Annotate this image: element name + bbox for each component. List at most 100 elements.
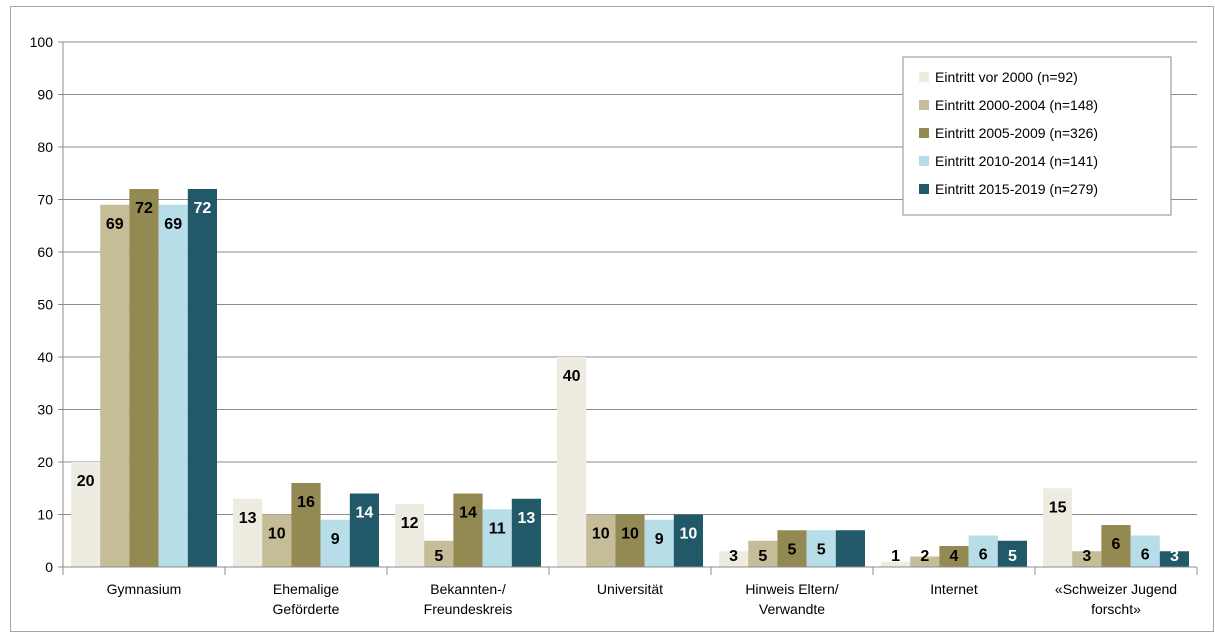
y-tick-label: 50 (37, 297, 53, 313)
category-label: Geförderte (273, 601, 340, 617)
data-label: 1 (891, 548, 900, 565)
y-tick-label: 20 (37, 454, 53, 470)
data-label: 6 (1112, 536, 1121, 553)
category-label: Gymnasium (107, 581, 182, 597)
y-tick-label: 80 (37, 139, 53, 155)
data-label: 5 (817, 541, 826, 558)
bar (395, 504, 425, 567)
data-label: 72 (194, 200, 212, 217)
data-label: 3 (729, 548, 738, 565)
bar (1072, 551, 1102, 567)
bar (129, 189, 159, 567)
bar (673, 514, 703, 567)
data-label: 20 (77, 473, 95, 490)
data-label: 10 (621, 526, 639, 543)
bar (910, 556, 940, 567)
legend-box (902, 56, 1172, 216)
bar (100, 204, 130, 567)
legend-swatch (919, 72, 929, 82)
bar (557, 357, 587, 567)
category-label: Freundeskreis (424, 601, 513, 617)
bar (158, 204, 188, 567)
data-label: 40 (563, 368, 581, 385)
y-tick-label: 90 (37, 87, 53, 103)
bar (349, 493, 379, 567)
legend-swatch (919, 128, 929, 138)
bar (424, 540, 454, 567)
bar (968, 535, 998, 567)
y-tick-label: 0 (45, 559, 53, 575)
data-label: 13 (518, 510, 536, 527)
bar (320, 519, 350, 567)
legend-label: Eintritt 2000-2004 (n=148) (935, 97, 1098, 113)
legend-swatch (919, 156, 929, 166)
legend-label: Eintritt 2015-2019 (n=279) (935, 181, 1098, 197)
data-label: 3 (1082, 548, 1091, 565)
category-label: Verwandte (759, 601, 825, 617)
data-label: 13 (239, 510, 257, 527)
data-label: 6 (1141, 547, 1150, 564)
bar (748, 540, 778, 567)
legend-label: Eintritt 2005-2009 (n=326) (935, 125, 1098, 141)
bar (1101, 525, 1131, 567)
data-label: 5 (758, 548, 767, 565)
bar (71, 462, 101, 567)
category-label: Universität (597, 581, 663, 597)
bar (939, 546, 969, 567)
bar (482, 509, 512, 567)
bar (719, 551, 749, 567)
data-label: 5 (788, 541, 797, 558)
x-axis: Gymnasium Ehemalige Geförderte Bekannten-/ F… (62, 566, 1198, 617)
data-label: 9 (655, 531, 664, 548)
legend: Eintritt vor 2000 (n=92) Eintritt 2000-20… (902, 56, 1172, 216)
bar (511, 498, 541, 567)
bar (644, 519, 674, 567)
data-label: 16 (297, 494, 315, 511)
data-label: 3 (1170, 548, 1179, 565)
chart-frame: 0 10 20 30 40 50 60 70 80 90 100 20 69 72 69 72 13 10 16 9… (10, 6, 1214, 632)
data-label: 10 (268, 526, 286, 543)
legend-swatch (919, 184, 929, 194)
category-label: Ehemalige (273, 581, 339, 597)
y-tick-label: 70 (37, 192, 53, 208)
bar (453, 493, 483, 567)
data-label: 12 (401, 515, 419, 532)
category-label: Bekannten-/ (430, 581, 506, 597)
data-label: 5 (434, 548, 443, 565)
bar (1159, 551, 1189, 567)
data-label: 72 (135, 200, 153, 217)
data-label: 14 (356, 505, 374, 522)
data-label: 11 (489, 520, 506, 537)
bar (615, 514, 645, 567)
bar (1130, 535, 1160, 567)
data-label: 10 (680, 526, 698, 543)
y-tick-label: 10 (37, 507, 53, 523)
bar (291, 483, 321, 567)
category-label: forscht» (1091, 601, 1141, 617)
bar (806, 530, 836, 567)
data-label: 5 (1008, 548, 1017, 565)
category-label: «Schweizer Jugend (1055, 581, 1177, 597)
y-tick-label: 60 (37, 244, 53, 260)
data-label: 4 (950, 548, 959, 565)
data-label: 14 (459, 505, 477, 522)
category-label: Internet (930, 581, 978, 597)
data-label: 10 (592, 526, 610, 543)
data-label: 9 (331, 531, 340, 548)
data-label: 69 (164, 216, 182, 233)
bar (233, 498, 263, 567)
y-tick-label: 30 (37, 402, 53, 418)
bar (586, 514, 616, 567)
bar (777, 530, 807, 567)
data-label: 2 (920, 548, 929, 565)
bar (187, 189, 217, 567)
data-label: 15 (1049, 499, 1067, 516)
bar (881, 561, 911, 567)
bar (997, 540, 1027, 567)
legend-label: Eintritt vor 2000 (n=92) (935, 69, 1078, 85)
bars (71, 189, 1189, 567)
y-axis: 0 10 20 30 40 50 60 70 80 90 100 (30, 34, 64, 575)
legend-label: Eintritt 2010-2014 (n=141) (935, 153, 1098, 169)
